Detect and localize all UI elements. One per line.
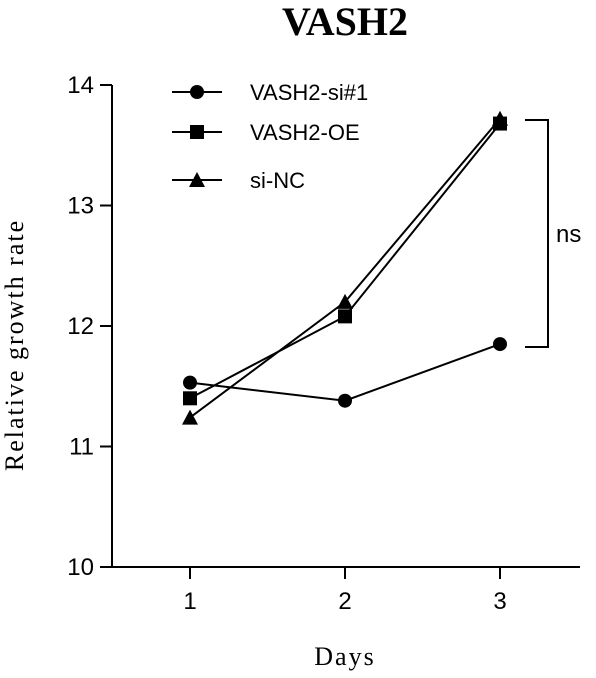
y-axis: 10 11 12 13 14	[67, 72, 113, 581]
y-tick-label: 11	[69, 434, 94, 461]
legend: VASH2-si#1 VASH2-OE si-NC	[172, 80, 368, 193]
x-axis-label: Days	[314, 642, 375, 671]
data-point	[492, 110, 508, 126]
series-layer	[182, 110, 508, 425]
y-tick-label: 14	[67, 72, 94, 99]
series-line	[189, 122, 501, 400]
x-tick-label: 1	[183, 588, 196, 615]
series-circle	[183, 337, 507, 408]
data-point	[338, 393, 352, 408]
x-axis: 1 2 3	[112, 566, 580, 615]
data-point	[183, 375, 197, 390]
y-tick-label: 10	[67, 554, 94, 581]
legend-label: VASH2-OE	[250, 120, 360, 145]
series-square	[183, 116, 507, 406]
significance-label: ns	[556, 221, 581, 248]
y-tick-label: 12	[67, 313, 94, 340]
bracket-line	[525, 119, 549, 348]
chart-title: VASH2	[282, 0, 408, 44]
data-point	[337, 293, 353, 309]
y-tick-label: 13	[67, 193, 94, 220]
legend-item: VASH2-OE	[172, 120, 360, 145]
legend-item: VASH2-si#1	[172, 80, 368, 105]
series-triangle	[182, 110, 508, 425]
legend-marker	[190, 125, 204, 139]
legend-item: si-NC	[172, 168, 305, 193]
significance-bracket: ns	[525, 119, 581, 348]
series-line	[189, 343, 501, 402]
x-tick-label: 2	[338, 588, 351, 615]
y-axis-label: Relative growth rate	[0, 219, 29, 471]
data-point	[493, 337, 507, 352]
x-tick-label: 3	[493, 588, 506, 615]
legend-label: VASH2-si#1	[250, 80, 368, 105]
legend-marker	[189, 172, 205, 187]
data-point	[182, 409, 198, 425]
legend-marker	[190, 85, 204, 99]
data-point	[183, 391, 197, 406]
legend-label: si-NC	[250, 168, 305, 193]
data-point	[338, 309, 352, 324]
